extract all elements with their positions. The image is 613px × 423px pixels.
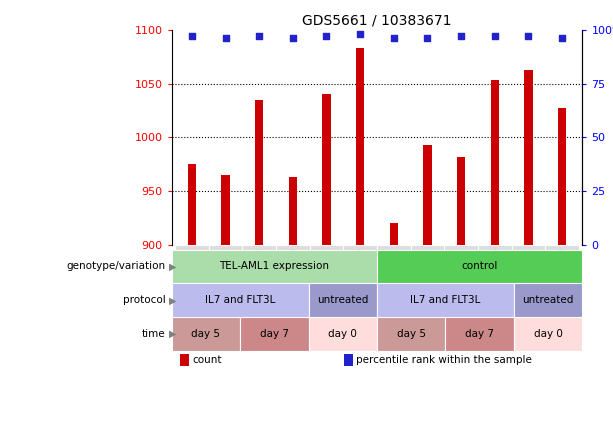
Bar bbox=[344, 354, 353, 366]
Bar bbox=[457, 157, 465, 245]
Text: control: control bbox=[462, 261, 498, 272]
Bar bbox=[208, 245, 242, 283]
Text: IL7 and FLT3L: IL7 and FLT3L bbox=[205, 295, 275, 305]
Text: GSM1583306: GSM1583306 bbox=[356, 247, 365, 308]
Text: GSM1583309: GSM1583309 bbox=[254, 247, 264, 308]
Text: ▶: ▶ bbox=[169, 329, 176, 339]
Bar bbox=[172, 250, 377, 283]
Bar bbox=[478, 245, 512, 283]
Title: GDS5661 / 10383671: GDS5661 / 10383671 bbox=[302, 13, 452, 27]
Bar bbox=[424, 145, 432, 245]
Point bbox=[356, 30, 365, 37]
Point bbox=[389, 35, 398, 41]
Point bbox=[524, 33, 533, 39]
Text: percentile rank within the sample: percentile rank within the sample bbox=[357, 355, 532, 365]
Point bbox=[456, 33, 466, 39]
Text: IL7 and FLT3L: IL7 and FLT3L bbox=[410, 295, 481, 305]
Bar bbox=[377, 317, 446, 351]
Point bbox=[187, 33, 197, 39]
Point bbox=[288, 35, 298, 41]
Text: ▶: ▶ bbox=[169, 261, 176, 272]
Bar bbox=[377, 245, 411, 283]
Text: day 7: day 7 bbox=[260, 329, 289, 339]
Text: count: count bbox=[192, 355, 222, 365]
Bar bbox=[322, 94, 330, 245]
Bar bbox=[377, 250, 582, 283]
Point bbox=[322, 33, 332, 39]
Bar bbox=[490, 80, 499, 245]
Text: GSM1583307: GSM1583307 bbox=[188, 247, 196, 308]
Bar bbox=[524, 69, 533, 245]
Bar bbox=[255, 100, 264, 245]
Bar bbox=[172, 283, 308, 317]
Text: day 5: day 5 bbox=[191, 329, 220, 339]
Text: day 7: day 7 bbox=[465, 329, 494, 339]
Bar bbox=[289, 177, 297, 245]
Text: GSM1583310: GSM1583310 bbox=[288, 247, 297, 308]
Bar bbox=[221, 175, 230, 245]
Bar bbox=[546, 245, 579, 283]
Bar bbox=[356, 48, 364, 245]
Text: ▶: ▶ bbox=[169, 295, 176, 305]
Bar bbox=[558, 108, 566, 245]
Text: GSM1583305: GSM1583305 bbox=[322, 247, 331, 308]
Text: GSM1583308: GSM1583308 bbox=[221, 247, 230, 308]
Bar bbox=[240, 317, 308, 351]
Bar bbox=[514, 317, 582, 351]
Bar bbox=[512, 245, 546, 283]
Point bbox=[490, 33, 500, 39]
Bar bbox=[446, 317, 514, 351]
Text: untreated: untreated bbox=[317, 295, 368, 305]
Text: day 5: day 5 bbox=[397, 329, 425, 339]
Text: protocol: protocol bbox=[123, 295, 166, 305]
Bar bbox=[343, 245, 377, 283]
Bar bbox=[377, 283, 514, 317]
Text: day 0: day 0 bbox=[329, 329, 357, 339]
Bar bbox=[514, 283, 582, 317]
Bar bbox=[411, 245, 444, 283]
Text: genotype/variation: genotype/variation bbox=[66, 261, 166, 272]
Point bbox=[254, 33, 264, 39]
Text: GSM1583304: GSM1583304 bbox=[490, 247, 500, 308]
Bar bbox=[444, 245, 478, 283]
Point bbox=[557, 35, 567, 41]
Text: TEL-AML1 expression: TEL-AML1 expression bbox=[219, 261, 329, 272]
Bar bbox=[308, 283, 377, 317]
Text: GSM1583299: GSM1583299 bbox=[524, 247, 533, 308]
Text: GSM1583300: GSM1583300 bbox=[558, 247, 566, 308]
Text: time: time bbox=[142, 329, 166, 339]
Text: GSM1583301: GSM1583301 bbox=[389, 247, 398, 308]
Bar bbox=[188, 165, 196, 245]
Point bbox=[221, 35, 230, 41]
Text: GSM1583303: GSM1583303 bbox=[457, 247, 466, 308]
Bar bbox=[172, 317, 240, 351]
Text: untreated: untreated bbox=[522, 295, 574, 305]
Bar bbox=[180, 354, 189, 366]
Bar bbox=[276, 245, 310, 283]
Bar bbox=[175, 245, 208, 283]
Bar bbox=[242, 245, 276, 283]
Text: day 0: day 0 bbox=[534, 329, 563, 339]
Bar bbox=[310, 245, 343, 283]
Text: GSM1583302: GSM1583302 bbox=[423, 247, 432, 308]
Bar bbox=[390, 222, 398, 245]
Point bbox=[422, 35, 432, 41]
Bar bbox=[308, 317, 377, 351]
